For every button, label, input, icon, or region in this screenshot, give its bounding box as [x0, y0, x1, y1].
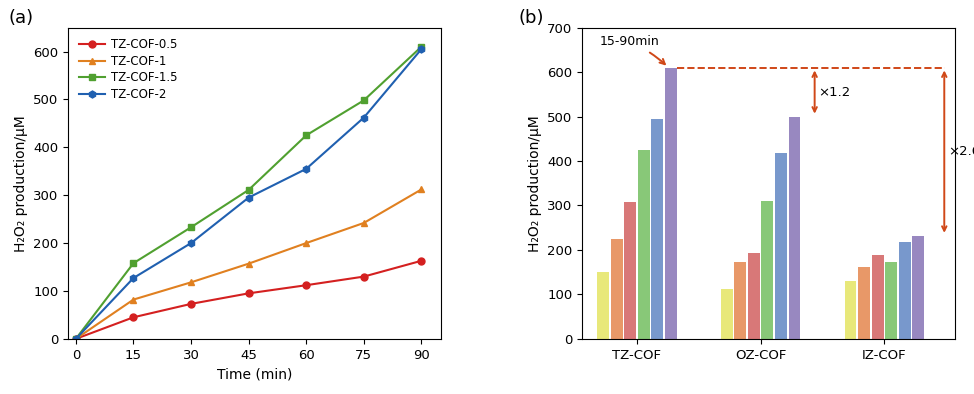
- Bar: [748, 253, 760, 339]
- Text: (b): (b): [519, 9, 544, 27]
- TZ-COF-1.5: [300, 133, 312, 138]
- TZ-COF-1: [300, 241, 312, 245]
- TZ-COF-2: [300, 167, 312, 171]
- TZ-COF-2: [416, 47, 428, 52]
- Bar: [885, 262, 897, 339]
- Text: (a): (a): [9, 9, 34, 27]
- TZ-COF-1: [70, 336, 82, 341]
- TZ-COF-1: [358, 221, 370, 225]
- TZ-COF-2: [128, 276, 139, 281]
- TZ-COF-1.5: [185, 225, 197, 230]
- TZ-COF-0.5: [243, 291, 254, 296]
- TZ-COF-1: [128, 297, 139, 302]
- Bar: [611, 239, 622, 339]
- Y-axis label: H₂O₂ production/μM: H₂O₂ production/μM: [14, 115, 27, 252]
- TZ-COF-0.5: [128, 315, 139, 320]
- Bar: [597, 272, 609, 339]
- TZ-COF-2: [243, 195, 254, 200]
- TZ-COF-0.5: [416, 258, 428, 263]
- Text: 15-90min: 15-90min: [599, 35, 665, 64]
- TZ-COF-1: [243, 261, 254, 266]
- Bar: [624, 203, 636, 339]
- Line: TZ-COF-1.5: TZ-COF-1.5: [72, 43, 425, 342]
- Y-axis label: H₂O₂ production/μM: H₂O₂ production/μM: [528, 115, 542, 252]
- TZ-COF-1.5: [243, 188, 254, 192]
- TZ-COF-1.5: [358, 98, 370, 103]
- TZ-COF-1: [416, 187, 428, 192]
- TZ-COF-1: [185, 280, 197, 285]
- Bar: [872, 255, 883, 339]
- Bar: [775, 153, 787, 339]
- Bar: [899, 242, 911, 339]
- Bar: [789, 117, 801, 339]
- Bar: [665, 69, 677, 339]
- TZ-COF-0.5: [185, 301, 197, 306]
- Line: TZ-COF-1: TZ-COF-1: [72, 186, 425, 342]
- TZ-COF-2: [185, 241, 197, 245]
- Legend: TZ-COF-0.5, TZ-COF-1, TZ-COF-1.5, TZ-COF-2: TZ-COF-0.5, TZ-COF-1, TZ-COF-1.5, TZ-COF…: [74, 33, 182, 106]
- Bar: [858, 267, 870, 339]
- Bar: [721, 288, 732, 339]
- TZ-COF-1.5: [70, 336, 82, 341]
- Bar: [762, 201, 773, 339]
- TZ-COF-2: [70, 336, 82, 341]
- Bar: [734, 262, 746, 339]
- X-axis label: Time (min): Time (min): [216, 367, 292, 381]
- TZ-COF-0.5: [300, 283, 312, 288]
- TZ-COF-0.5: [70, 336, 82, 341]
- Line: TZ-COF-2: TZ-COF-2: [72, 46, 425, 342]
- Bar: [913, 236, 924, 339]
- TZ-COF-0.5: [358, 274, 370, 279]
- Text: ×1.2: ×1.2: [818, 85, 850, 98]
- Bar: [844, 281, 856, 339]
- Bar: [652, 119, 663, 339]
- TZ-COF-2: [358, 115, 370, 120]
- TZ-COF-1.5: [128, 261, 139, 266]
- TZ-COF-1.5: [416, 45, 428, 49]
- Text: ×2.6: ×2.6: [948, 145, 974, 158]
- Bar: [638, 150, 650, 339]
- Line: TZ-COF-0.5: TZ-COF-0.5: [72, 257, 425, 342]
